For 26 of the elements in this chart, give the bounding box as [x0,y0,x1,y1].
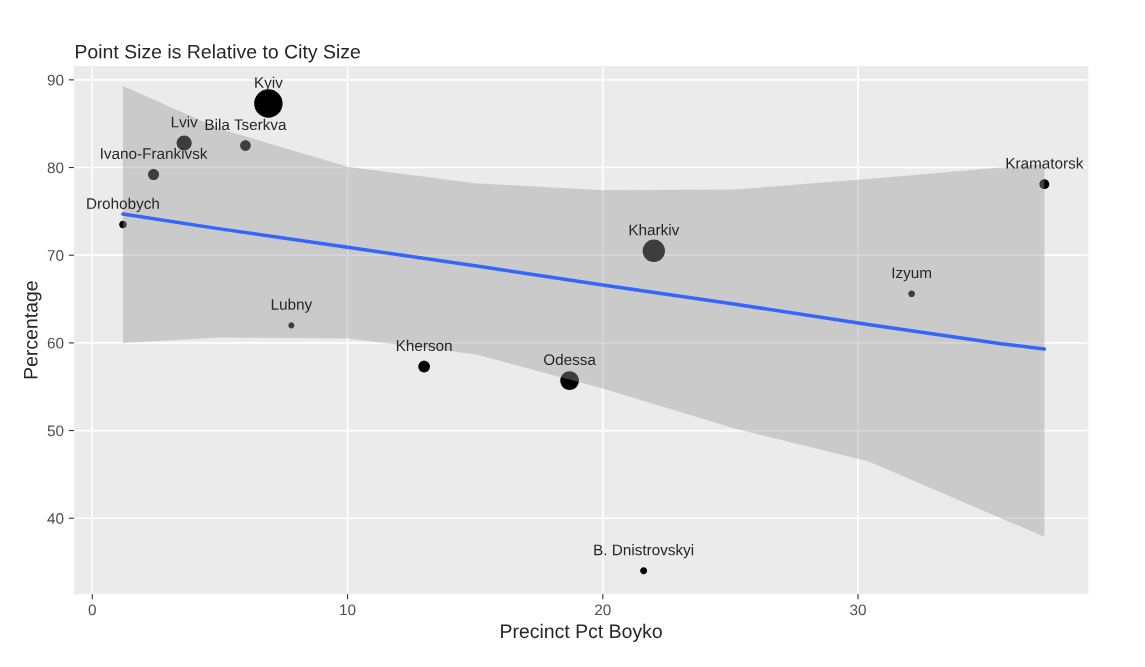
annotation: Drohobych [87,197,159,213]
annotation: Lubny [271,298,313,313]
y-tick-label: 50 [47,425,64,437]
x-tick-label: 30 [850,604,866,616]
y-tick-label: 80 [47,162,64,174]
annotation: Ivano-Frankivsk [101,147,208,160]
y-tick-label: 90 [47,74,64,86]
annotation: Kherson [396,339,452,352]
x-axis-title: Precinct Pct Boyko [501,623,662,642]
x-tick-label: 0 [88,604,96,616]
x-tick-label: 10 [340,604,356,616]
annotation: Kramatorsk [1006,157,1084,169]
chart-title: Point Size is Relative to City Size [76,44,360,63]
line-series [121,212,1047,351]
y-axis-title: Percentage [24,281,42,379]
annotation: Lviv [171,116,198,128]
y-tick-label: 70 [47,250,64,261]
annotation: Izyum [892,267,931,282]
annotation: Bila Tserkva [205,118,287,131]
annotation: Odessa [544,353,596,366]
annotation: Kharkiv [629,224,680,236]
annotation: B. Dnistrovskyi [594,544,694,559]
x-tick-label: 20 [595,604,611,616]
y-tick-label: 40 [47,513,64,524]
annotation: Kyiv [255,76,283,92]
y-tick-label: 60 [47,337,64,349]
